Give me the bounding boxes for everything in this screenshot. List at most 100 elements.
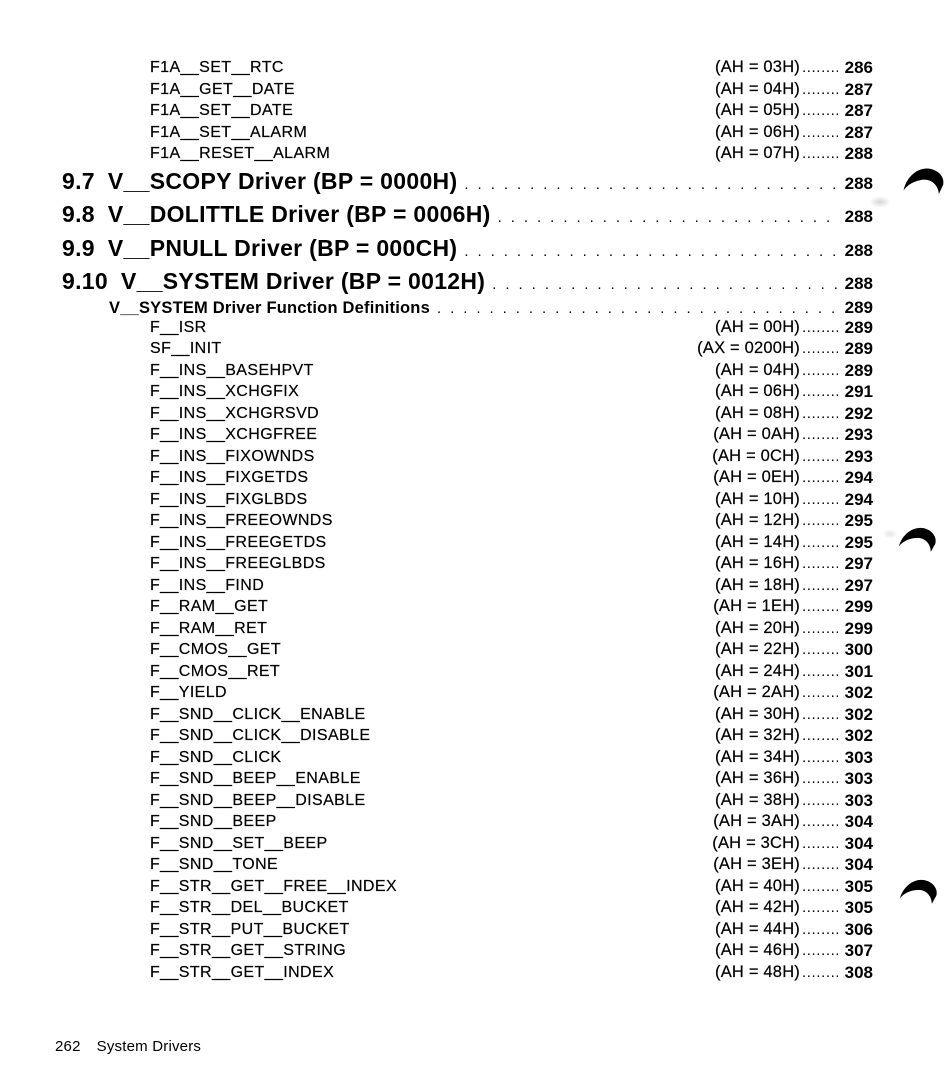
- function-page-number: 289: [844, 339, 873, 358]
- toc-function-row: F__CMOS__RET (AH = 24H)............ 301: [0, 661, 950, 683]
- function-page-number: 304: [844, 812, 873, 831]
- function-page-number: 286: [844, 58, 873, 77]
- function-register-value: (AX = 0200H): [697, 339, 800, 357]
- function-page-number: 300: [844, 640, 873, 659]
- dot-leader: ............: [802, 576, 838, 594]
- function-register-value: (AH = 06H): [715, 382, 800, 400]
- function-page-number: 303: [844, 769, 873, 788]
- dot-leader: ............: [802, 404, 838, 422]
- function-register-value: (AH = 14H): [715, 532, 800, 551]
- toc-function-row: F__SND__BEEP (AH = 3AH)............ 304: [0, 811, 950, 833]
- section-number: 9.8: [62, 201, 95, 227]
- function-register-value: (AH = 3AH): [713, 812, 800, 830]
- function-register-value: (AH = 1EH): [713, 597, 800, 615]
- toc: F1A__SET__RTC(AH = 03H)............286F1…: [0, 57, 950, 983]
- function-name: F__STR__GET__STRING: [150, 942, 347, 959]
- toc-function-row: F__INS__XCHGFIX (AH = 06H)............ 291: [0, 381, 950, 403]
- section-page-number: 288: [844, 274, 873, 293]
- dot-leader: ............: [802, 963, 838, 981]
- function-register-value: (AH = 30H): [715, 704, 800, 723]
- function-page-number: 306: [844, 919, 873, 939]
- function-register-value: (AH = 34H): [715, 747, 800, 766]
- section-page-number: 288: [844, 240, 873, 260]
- function-name: F__STR__GET__FREE__INDEX: [150, 877, 398, 895]
- section-title: V__PNULL Driver (BP = 000CH): [107, 234, 458, 261]
- toc-function-row: F__STR__PUT__BUCKET (AH = 44H)...........…: [0, 919, 950, 941]
- function-page-number: 305: [844, 876, 873, 896]
- function-name: F__INS__FIXGETDS: [150, 469, 309, 486]
- toc-subsection-row: V__SYSTEM Driver Function Definitions . .…: [0, 298, 950, 317]
- section-page-number: 288: [844, 173, 873, 193]
- function-name: F__SND__BEEP: [150, 813, 277, 830]
- function-page-number: 291: [844, 382, 873, 401]
- dot-leader: ............: [802, 619, 838, 637]
- function-register-value: (AH = 06H): [715, 122, 800, 141]
- function-register-value: (AH = 48H): [715, 962, 800, 981]
- function-page-number: 295: [844, 532, 873, 552]
- dot-leader: ............: [802, 426, 838, 443]
- toc-function-row: F__INS__FIND (AH = 18H)............ 297: [0, 575, 950, 597]
- function-page-number: 304: [844, 833, 873, 853]
- function-name: F__CMOS__GET: [150, 641, 282, 658]
- toc-function-row: F1A__SET__RTC (AH = 03H)............ 286: [0, 57, 950, 79]
- toc-function-row: F__INS__BASEHPVT (AH = 04H)............ 28…: [0, 360, 950, 382]
- function-register-value: (AH = 40H): [715, 876, 800, 895]
- toc-function-row: F__INS__FREEGLBDS (AH = 16H)............ 2…: [0, 553, 950, 575]
- function-name: F1A__GET__DATE: [150, 80, 295, 98]
- function-name: F__CMOS__RET: [150, 662, 281, 680]
- function-page-number: 304: [844, 855, 873, 874]
- function-page-number: 294: [844, 468, 873, 487]
- function-page-number: 301: [844, 661, 873, 681]
- function-page-number: 287: [844, 122, 873, 142]
- toc-function-row: F__SND__SET__BEEP (AH = 3CH)............ 3…: [0, 833, 950, 855]
- function-register-value: (AH = 42H): [715, 898, 800, 916]
- function-register-value: (AH = 0EH): [713, 468, 800, 486]
- function-name: SF__INIT: [150, 340, 222, 357]
- dot-leader: ............: [802, 512, 838, 529]
- toc-function-row: F__INS__FREEGETDS (AH = 14H)............ 2…: [0, 532, 950, 554]
- function-name: F1A__RESET__ALARM: [150, 145, 331, 162]
- function-register-value: (AH = 12H): [715, 511, 800, 529]
- function-name: F__SND__SET__BEEP: [150, 834, 328, 852]
- function-page-number: 293: [844, 425, 873, 444]
- dot-leader: ............: [802, 727, 838, 744]
- dot-leader: ............: [802, 340, 838, 357]
- toc-function-row: F__SND__CLICK__DISABLE (AH = 32H)........…: [0, 725, 950, 747]
- function-register-value: (AH = 05H): [715, 101, 800, 119]
- function-page-number: 295: [844, 511, 873, 530]
- dot-leader: ............: [802, 877, 838, 895]
- function-name: F__INS__FIXOWNDS: [150, 447, 315, 465]
- function-name: F__SND__CLICK__DISABLE: [150, 727, 371, 744]
- footer-page-number: 262: [55, 1038, 81, 1055]
- toc-function-row: F__SND__BEEP__ENABLE (AH = 36H)..........…: [0, 768, 950, 790]
- toc-function-row: F__RAM__GET (AH = 1EH)............ 299: [0, 596, 950, 618]
- dot-leader: ............: [802, 490, 838, 508]
- dot-leader: ............: [802, 834, 838, 852]
- dot-leader: ............: [802, 684, 838, 701]
- dot-leader: ............: [802, 555, 838, 572]
- function-page-number: 289: [844, 317, 873, 337]
- toc-function-row: F1A__SET__DATE (AH = 05H)............ 287: [0, 100, 950, 122]
- function-page-number: 299: [844, 597, 873, 616]
- dot-leader: ............: [802, 80, 838, 98]
- function-name: F__INS__FREEGLBDS: [150, 555, 326, 572]
- dot-leader: ............: [802, 102, 838, 119]
- function-register-value: (AH = 04H): [715, 79, 800, 98]
- function-page-number: 302: [844, 683, 873, 702]
- section-title: V__SCOPY Driver (BP = 0000H): [107, 167, 458, 194]
- toc-function-row: F__INS__XCHGRSVD (AH = 08H)............ 29…: [0, 403, 950, 425]
- dot-leader: ............: [802, 641, 838, 658]
- toc-function-row: F1A__SET__ALARM (AH = 06H)............ 287: [0, 122, 950, 144]
- dot-leader: ............: [802, 598, 838, 615]
- function-page-number: 287: [844, 79, 873, 99]
- function-name: F__SND__CLICK: [150, 748, 282, 766]
- toc-function-row: F__INS__FREEOWNDS (AH = 12H)............ 2…: [0, 510, 950, 532]
- function-register-value: (AH = 20H): [715, 618, 800, 637]
- dot-leader: ............: [802, 361, 838, 379]
- toc-function-row: F__STR__DEL__BUCKET (AH = 42H)...........…: [0, 897, 950, 919]
- toc-function-row: F__STR__GET__FREE__INDEX (AH = 40H)......…: [0, 876, 950, 898]
- dot-leader: . . . . . . . . . . . . . . . . . . . . …: [464, 175, 839, 193]
- function-name: F__STR__DEL__BUCKET: [150, 899, 349, 916]
- section-title: V__SYSTEM Driver (BP = 0012H): [120, 268, 486, 294]
